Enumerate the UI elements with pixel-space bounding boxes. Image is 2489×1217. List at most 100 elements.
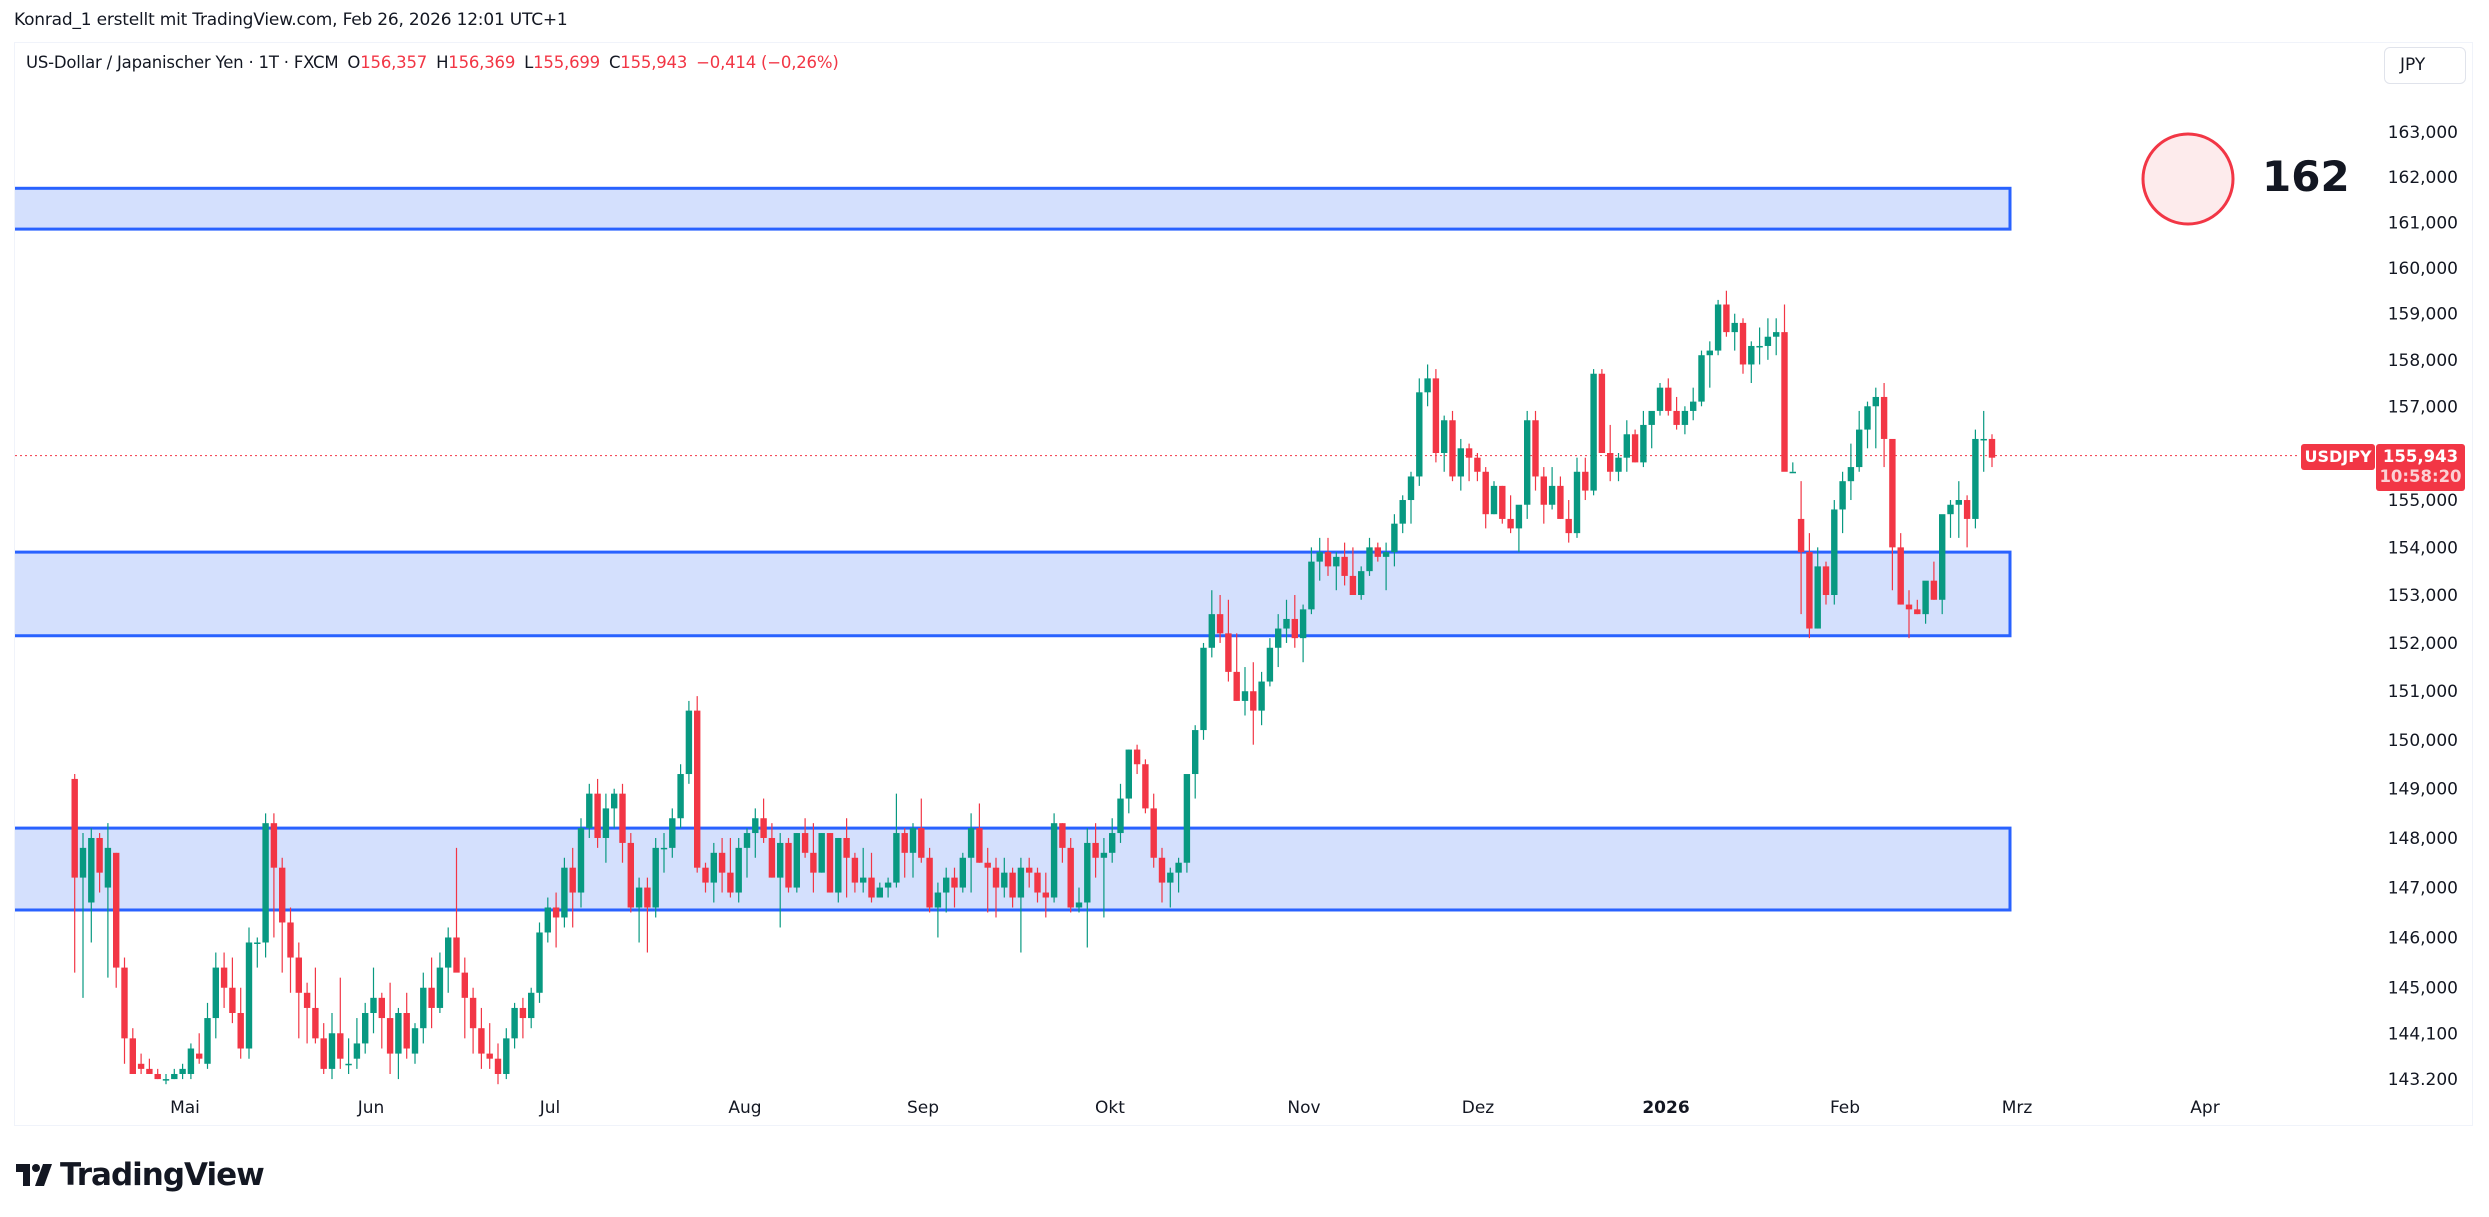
candle (552, 907, 560, 918)
candle (154, 1073, 161, 1080)
candle (420, 987, 427, 1029)
candle (1241, 691, 1249, 701)
price-tick-label: 155,000 (2388, 491, 2458, 511)
change-value: −0,414 (−0,26%) (696, 53, 839, 72)
candle (1856, 429, 1863, 468)
zone-153[interactable] (11, 550, 2012, 638)
candle (1831, 509, 1838, 596)
candle (162, 1079, 170, 1081)
candle (1905, 604, 1913, 610)
candle (826, 833, 834, 893)
candle (1524, 420, 1531, 505)
candle (1366, 547, 1373, 572)
time-tick-label: Jun (357, 1098, 385, 1118)
candle (1324, 552, 1332, 567)
candle (478, 1028, 485, 1054)
candle (1050, 823, 1058, 898)
zone-147[interactable] (11, 826, 2012, 912)
candle (337, 1033, 344, 1059)
candle (187, 1048, 195, 1074)
price-tick-label: 163,000 (2388, 123, 2458, 143)
candle (1947, 504, 1954, 515)
tradingview-logo[interactable]: TradingView (16, 1157, 265, 1193)
candle (96, 837, 103, 873)
candle (669, 818, 676, 848)
candle (793, 833, 800, 888)
candle (1183, 774, 1191, 863)
candle (602, 808, 610, 838)
candle (519, 1007, 527, 1019)
candle (1673, 410, 1680, 425)
candle (1374, 547, 1381, 557)
time-axis[interactable]: Mai Jun Jul Aug Sep Okt Nov Dez 2026 Feb Mrz Apr (170, 1098, 2220, 1118)
price-tick-label: 147,000 (2388, 879, 2458, 899)
candle (1266, 647, 1274, 682)
candle (934, 892, 942, 908)
candle (1698, 355, 1705, 402)
candle (876, 887, 883, 898)
candle (536, 932, 543, 993)
candle (893, 833, 900, 883)
chart-credit: Konrad_1 erstellt mit TradingView.com, F… (14, 10, 568, 30)
price-tick-label: 154,000 (2388, 538, 2458, 558)
candle (212, 967, 219, 1019)
candle (71, 778, 78, 878)
time-tick-label: Nov (1287, 1098, 1320, 1118)
candle (1573, 471, 1581, 534)
annotation-circle-icon[interactable] (2141, 132, 2235, 226)
candle (1258, 681, 1265, 711)
candle (1084, 842, 1091, 903)
currency-button[interactable]: JPY (2384, 47, 2466, 84)
candle (1125, 749, 1132, 799)
candle (137, 1063, 145, 1069)
candle (1075, 902, 1083, 908)
candle (1291, 618, 1298, 639)
candle (1059, 823, 1066, 848)
candle (1092, 842, 1099, 858)
candle (1731, 322, 1738, 333)
candle (1507, 518, 1514, 529)
open-label: O (347, 53, 361, 72)
candle (1382, 552, 1390, 557)
annotation-label[interactable]: 162 (2262, 152, 2350, 201)
time-tick-label: Mai (170, 1098, 200, 1118)
candle (1142, 764, 1149, 809)
candle (1723, 304, 1730, 333)
candle (851, 857, 859, 883)
candle (1482, 471, 1489, 515)
candle (146, 1068, 153, 1074)
time-tick-label: Apr (2190, 1098, 2219, 1118)
candle (801, 833, 809, 853)
candle (1275, 628, 1282, 648)
price-tick-label: 144,100 (2388, 1024, 2458, 1044)
candle (727, 872, 734, 893)
candle (403, 1013, 410, 1049)
low-label: L (524, 53, 534, 72)
candle (561, 867, 568, 918)
candle (1308, 561, 1315, 610)
candle (1499, 485, 1506, 519)
candle (254, 942, 261, 944)
candle (884, 882, 892, 888)
price-axis[interactable]: 163,000 162,000 161,000 160,000 159,000 158,0… (2388, 123, 2458, 1090)
candle (1233, 671, 1240, 701)
candle (245, 942, 253, 1049)
candle (992, 867, 1000, 888)
candle (943, 877, 950, 893)
candle (1681, 410, 1689, 425)
candle (611, 793, 618, 809)
circle-annotation[interactable] (2141, 132, 2235, 226)
candle (1515, 504, 1523, 529)
candle (1847, 467, 1855, 482)
resistance-zone-161[interactable] (11, 186, 2012, 231)
symbol-name[interactable]: US-Dollar / Japanischer Yen · 1T · FXCM (26, 53, 339, 72)
candle (1192, 730, 1199, 775)
candle (1117, 798, 1124, 834)
price-tick-label: 150,000 (2388, 731, 2458, 751)
candle (220, 967, 228, 988)
candle (818, 833, 825, 873)
candle (843, 837, 850, 858)
candle (1748, 345, 1755, 365)
candle (1490, 485, 1498, 515)
